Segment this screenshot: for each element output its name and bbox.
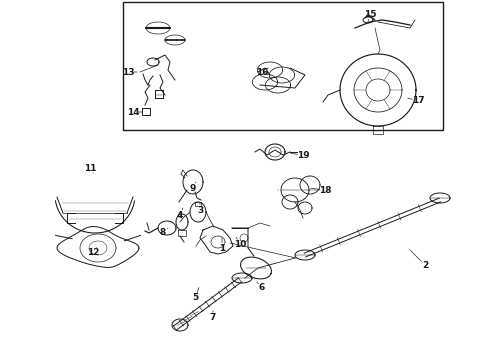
Text: 3: 3 <box>197 206 203 215</box>
Text: 4: 4 <box>177 211 183 220</box>
Text: 7: 7 <box>210 314 216 323</box>
Text: 13: 13 <box>122 68 134 77</box>
Text: 10: 10 <box>234 239 246 248</box>
Text: 15: 15 <box>364 9 376 18</box>
Text: 17: 17 <box>412 95 424 104</box>
Text: 2: 2 <box>422 261 428 270</box>
Text: 16: 16 <box>256 68 268 77</box>
Text: 5: 5 <box>192 293 198 302</box>
Text: 11: 11 <box>84 163 96 172</box>
Text: 14: 14 <box>127 108 139 117</box>
Bar <box>123 2 443 130</box>
Text: 8: 8 <box>160 228 166 237</box>
Text: 18: 18 <box>319 185 331 194</box>
Text: 19: 19 <box>296 150 309 159</box>
Text: 9: 9 <box>190 184 196 193</box>
Text: 6: 6 <box>259 284 265 292</box>
Text: 12: 12 <box>87 248 99 257</box>
Text: 1: 1 <box>219 243 225 252</box>
